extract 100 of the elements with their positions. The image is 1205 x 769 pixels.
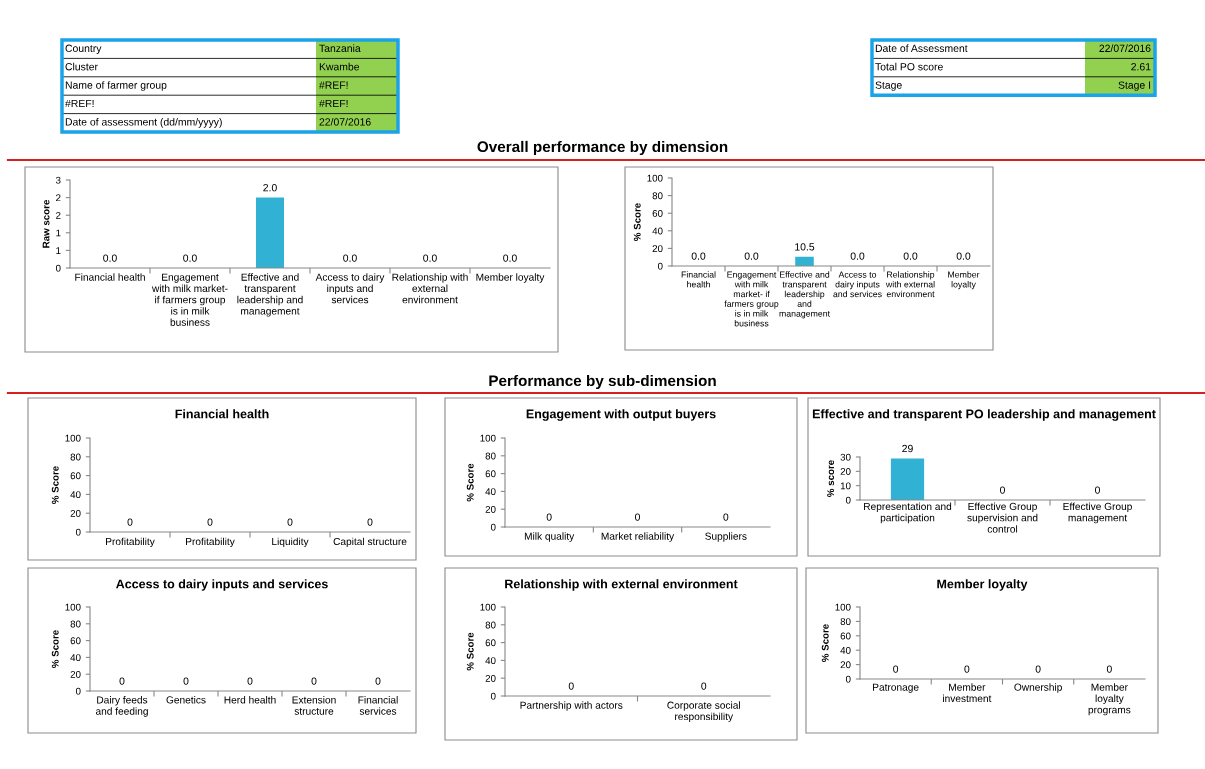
text: #REF! [65,99,94,108]
y-tick-label: 40 [485,657,496,665]
x-tick-label: Financial services [358,696,398,715]
data-label: 0 [723,513,729,521]
y-tick-label: 100 [647,174,663,182]
text: Tanzania [319,44,361,52]
y-axis-title: % Score [51,466,59,504]
y-tick-label: 2 [56,211,61,219]
data-label: 0 [247,677,253,685]
text: Name of farmer group [65,81,167,91]
data-label: 0.0 [423,254,437,262]
x-tick-label: Relationship with external environment [392,273,468,304]
y-tick-label: 40 [652,227,663,235]
x-tick-label: Capital structure [333,537,407,548]
y-tick-label: 0 [490,523,496,531]
text: 22/07/2016 [319,117,371,126]
y-tick-label: 40 [485,488,496,496]
chart-title: Access to dairy inputs and services [116,579,328,591]
data-label: 0 [207,518,213,526]
x-tick-label: Access to dairy inputs and services [833,271,882,298]
x-tick-label: Corporate social responsibility [667,701,740,723]
text: Stage I [1118,81,1151,91]
y-axis-title: % score [827,460,835,497]
y-tick-label: 60 [652,209,663,217]
text: Performance by sub-dimension [489,374,716,390]
text: Stage [875,81,902,91]
x-tick-label: Financial health [681,271,716,288]
y-tick-label: 40 [70,491,81,499]
y-tick-label: 30 [840,453,851,461]
y-tick-label: 0 [75,687,81,695]
y-tick-label: 20 [70,509,81,517]
y-tick-label: 40 [70,654,81,662]
y-tick-label: 20 [485,505,496,513]
y-tick-label: 80 [70,453,81,461]
y-tick-label: 60 [70,637,81,645]
y-tick-label: 100 [65,434,81,442]
y-tick-label: 20 [485,674,496,682]
data-label: 0.0 [183,254,197,262]
x-tick-label: Extension structure [292,696,336,715]
data-label: 0.0 [744,252,759,260]
y-tick-label: 100 [835,603,851,611]
chart-title: Financial health [175,409,269,419]
y-tick-label: 40 [840,646,851,654]
x-tick-label: Representation and participation [864,502,952,524]
chart-title: Effective and transparent PO leadership and management [812,409,1156,421]
y-tick-label: 60 [485,470,496,478]
y-tick-label: 10 [840,482,851,490]
data-label: 29 [902,444,913,453]
y-tick-label: 80 [652,192,663,200]
x-tick-label: Member investment [943,683,992,703]
data-label: 0.0 [343,254,357,262]
data-label: 0 [375,677,381,685]
y-tick-label: 0 [845,496,851,504]
data-label: 0 [1035,665,1041,673]
y-tick-label: 0 [845,675,851,683]
data-label: 0 [287,518,293,526]
x-tick-label: Profitability [106,537,155,548]
data-label: 0 [635,513,640,521]
y-tick-label: 20 [652,245,663,253]
y-tick-label: 0 [55,264,61,272]
y-axis-title: % Score [821,624,829,662]
y-tick-label: 80 [485,452,496,460]
y-axis-title: % Score [466,463,474,502]
text: #REF! [319,81,348,89]
x-tick-label: Profitability [186,537,235,548]
y-tick-label: 1 [56,247,61,254]
y-tick-label: 60 [485,639,496,647]
y-tick-label: 3 [55,176,61,184]
data-label: 0 [367,518,373,526]
x-tick-label: Patronage [873,683,919,693]
data-label: 2.0 [263,184,277,192]
chart-title: Member loyalty [937,579,1028,591]
x-tick-label: Engagement with milk market- if farmers group is in milk business [724,271,779,327]
data-label: 0 [893,665,899,673]
x-tick-label: Dairy feeds and feeding [95,696,148,717]
text: Overall performance by dimension [477,140,728,156]
x-tick-label: Financial health [75,273,145,281]
y-axis-title: % Score [51,630,59,668]
data-label: 0 [964,665,970,673]
data-label: 0 [311,677,317,685]
x-tick-label: Member loyalty programs [1088,683,1131,716]
text: 22/07/2016 [1099,44,1151,52]
x-tick-label: Member loyalty [476,273,545,283]
data-label: 0.0 [503,254,517,262]
data-label: 0.0 [903,252,918,260]
x-tick-label: Genetics [166,696,206,704]
y-tick-label: 80 [840,618,851,626]
y-tick-label: 60 [840,632,851,640]
y-tick-label: 80 [485,621,496,629]
y-tick-label: 100 [480,434,496,442]
x-tick-label: Relationship with external environment [885,271,935,298]
data-label: 0.0 [956,252,971,260]
data-label: 0.0 [103,254,117,262]
data-label: 0 [183,677,189,685]
data-label: 0 [119,677,125,685]
y-tick-label: 1 [56,229,61,237]
text: Date of Assessment [875,44,968,52]
data-label: 10.5 [795,243,815,251]
x-tick-label: Effective and transparent leadership and management [237,273,303,317]
text: Country [65,44,102,55]
